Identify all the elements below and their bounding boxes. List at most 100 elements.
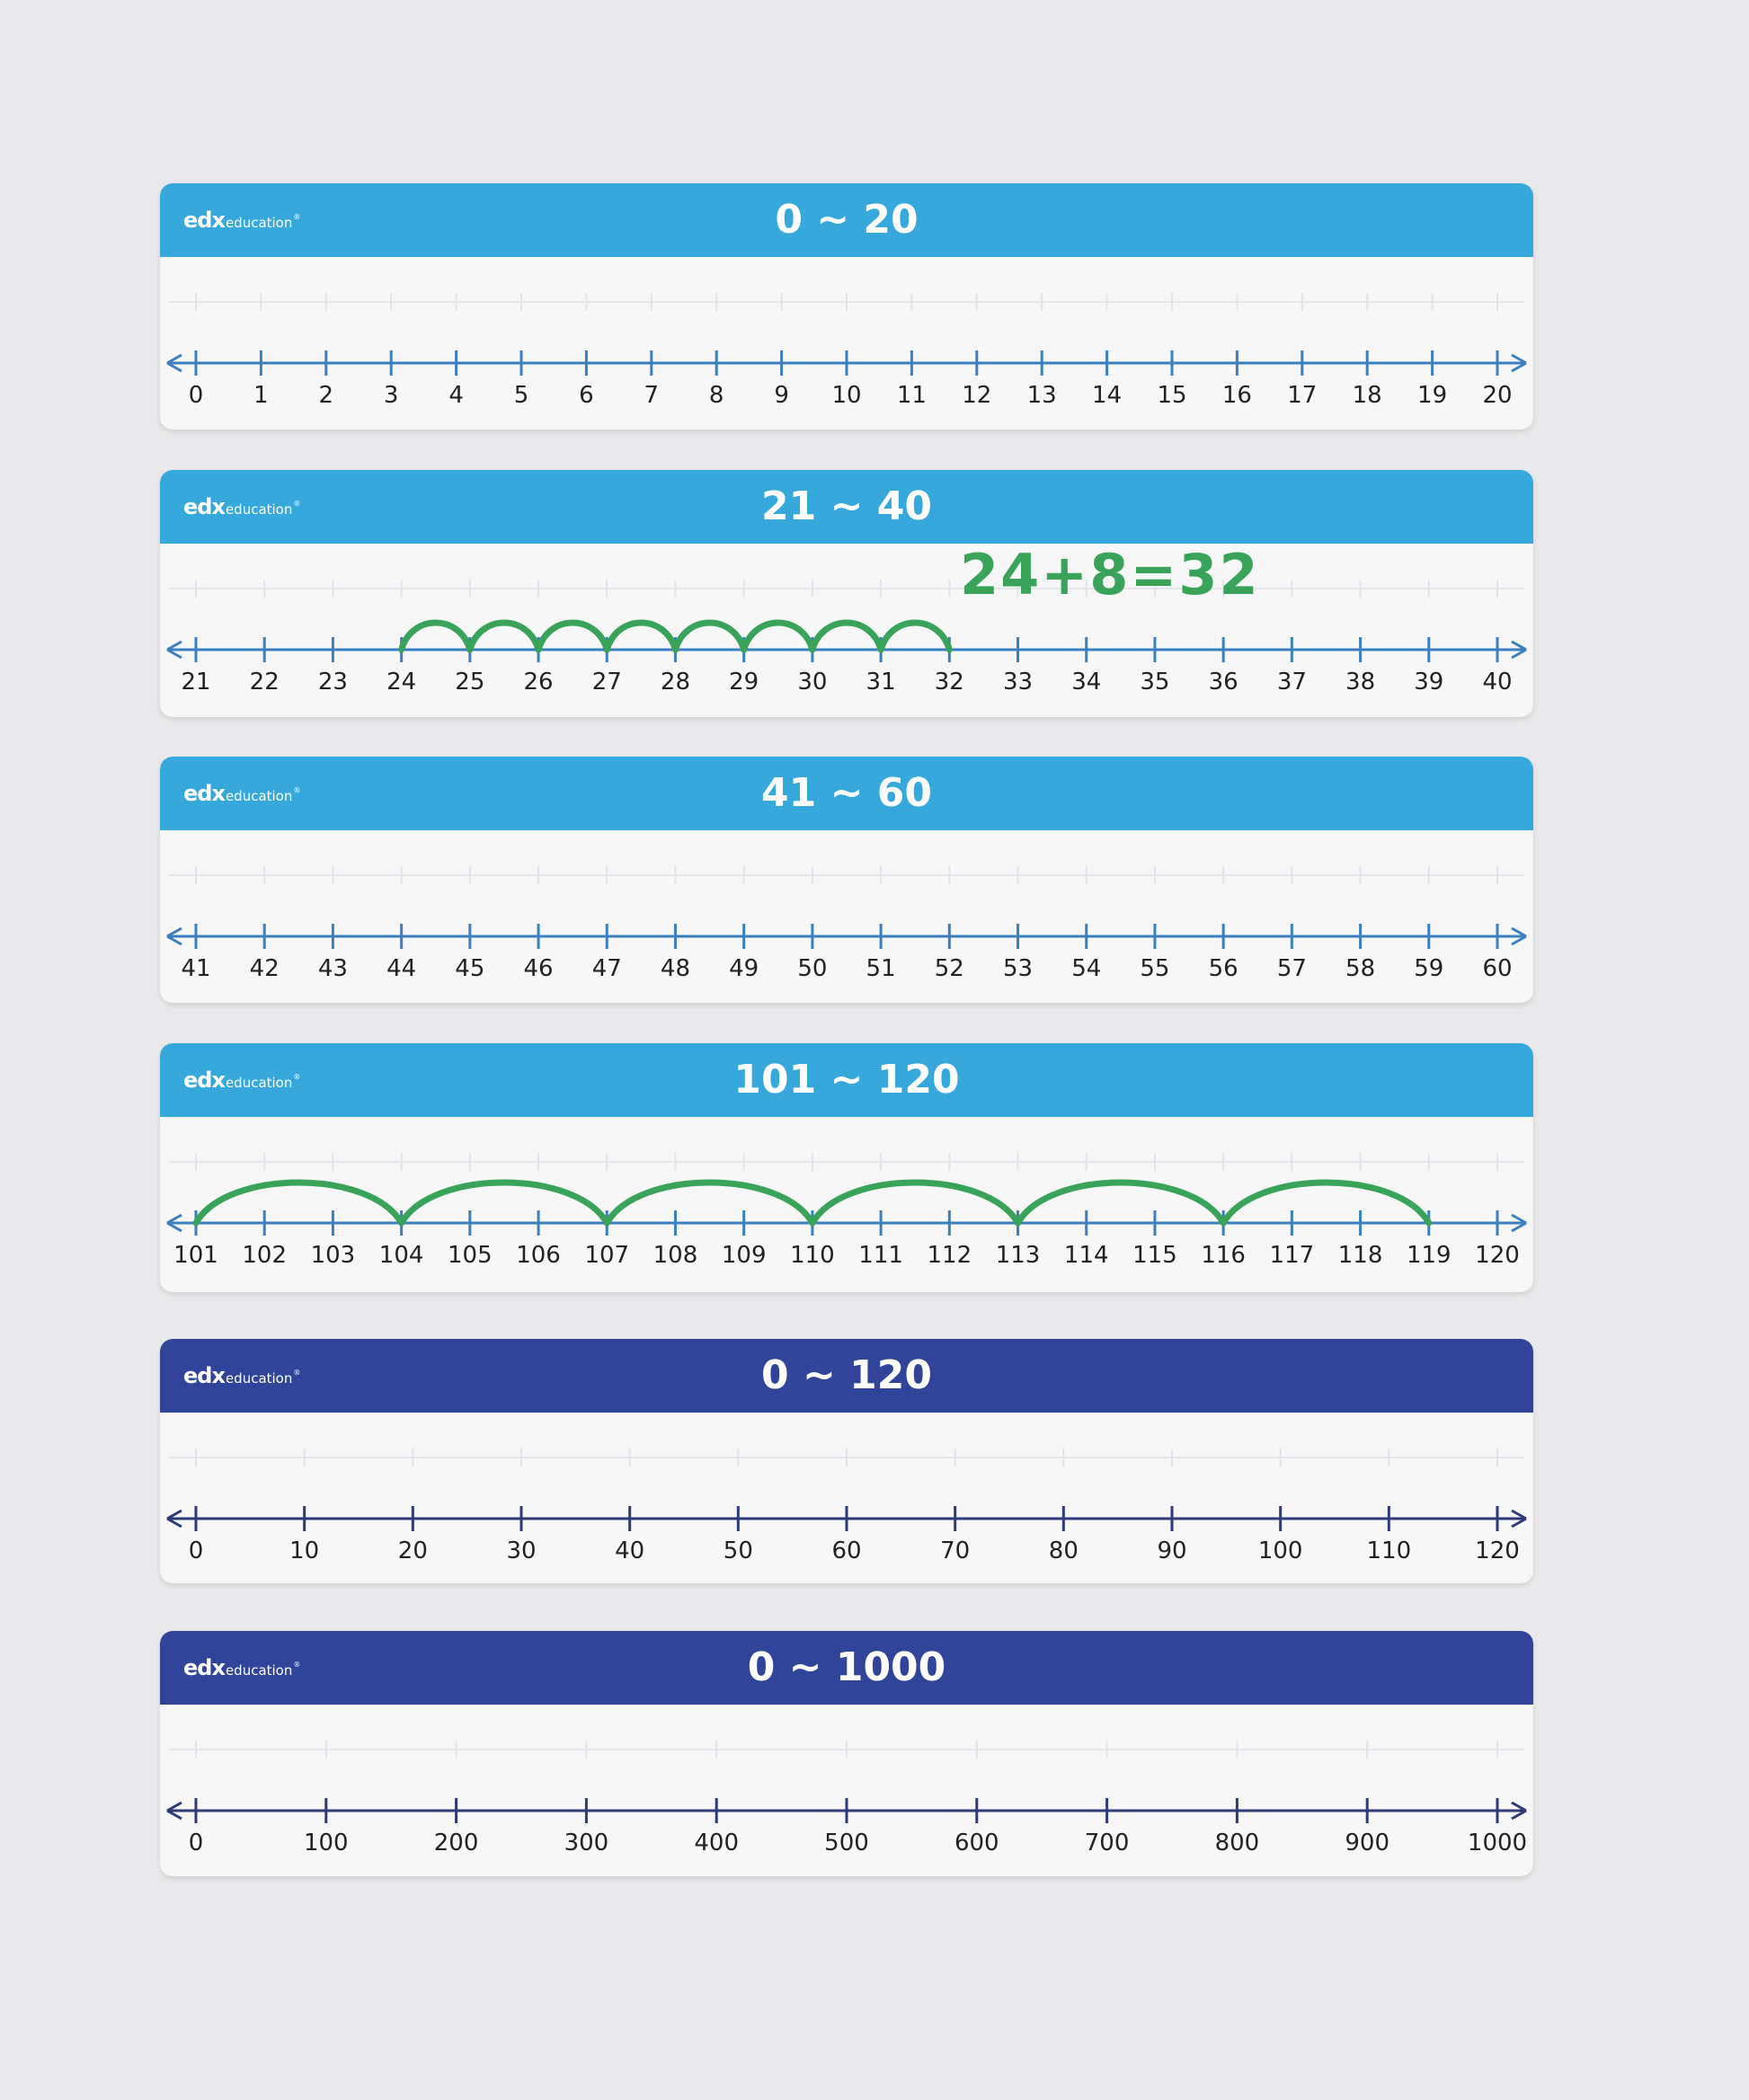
tick-label: 5 <box>514 382 529 409</box>
tick-label: 54 <box>1071 955 1101 982</box>
tick-label: 114 <box>1064 1242 1109 1269</box>
tick-label: 58 <box>1345 955 1375 982</box>
tick-label: 55 <box>1140 955 1169 982</box>
tick-label: 4 <box>448 382 464 409</box>
tick-label: 113 <box>996 1242 1041 1269</box>
tick-label: 59 <box>1414 955 1443 982</box>
brand-logo: edx education ® <box>183 1631 300 1705</box>
left-arrow-icon <box>166 640 182 660</box>
left-arrow-icon <box>166 1509 182 1528</box>
tick-label: 103 <box>311 1242 356 1269</box>
tick-label: 25 <box>455 669 484 696</box>
tick-label: 43 <box>318 955 348 982</box>
tick-label: 1 <box>253 382 269 409</box>
tick-label: 112 <box>927 1242 972 1269</box>
tick-label: 117 <box>1270 1242 1315 1269</box>
tick-label: 31 <box>866 669 896 696</box>
brand-name: edx <box>183 1655 226 1680</box>
tick-label: 21 <box>181 669 210 696</box>
brand-logo: edx education ® <box>183 1339 300 1413</box>
brand-logo: edx education ® <box>183 1043 300 1117</box>
tick-label: 45 <box>455 955 484 982</box>
tick-label: 0 <box>189 382 204 409</box>
number-line-card: edx education ® 0 ~ 120 0 10 20 30 40 50 60 70 80 90 1… <box>160 1339 1533 1583</box>
tick-label: 6 <box>579 382 594 409</box>
tick-label: 41 <box>181 955 210 982</box>
range-title: 0 ~ 120 <box>761 1352 932 1398</box>
left-arrow-icon <box>166 1801 182 1821</box>
tick-label: 8 <box>709 382 724 409</box>
brand-mark: ® <box>293 785 301 794</box>
tick-label: 2 <box>319 382 334 409</box>
brand-mark: ® <box>293 1660 301 1669</box>
tick-label: 44 <box>386 955 416 982</box>
tick-label: 35 <box>1140 669 1169 696</box>
number-line-card: edx education ® 0 ~ 20 0 1 2 3 4 5 6 7 8 9 10 11 12 13 14 1… <box>160 183 1533 430</box>
brand-mark: ® <box>293 1072 301 1081</box>
brand-name: edx <box>183 1363 226 1388</box>
tick-label: 26 <box>524 669 554 696</box>
tick-label: 111 <box>858 1242 903 1269</box>
range-title: 0 ~ 20 <box>775 197 919 243</box>
tick-label: 107 <box>584 1242 629 1269</box>
jump-arc <box>1015 1179 1227 1227</box>
jump-arc <box>1220 1179 1433 1227</box>
number-line: 21 22 23 24 25 26 27 28 29 30 31 32 33 34 35 36 37 38 39 40 <box>166 580 1527 696</box>
range-title: 41 ~ 60 <box>761 770 932 816</box>
jump-arc <box>809 1179 1022 1227</box>
jump-arc <box>809 619 884 653</box>
card-header: edx education ® 0 ~ 1000 <box>160 1631 1533 1705</box>
tick-label: 49 <box>729 955 759 982</box>
tick-label: 80 <box>1049 1537 1079 1564</box>
tick-label: 0 <box>189 1830 204 1856</box>
right-arrow-icon <box>1511 1801 1527 1821</box>
number-line-card: edx education ® 41 ~ 60 41 42 43 44 45 46 47 48 49 50… <box>160 757 1533 1003</box>
number-line-card: edx education ® 21 ~ 40 21 22 23 24 25 26 27 28 29 30… <box>160 470 1533 717</box>
right-arrow-icon <box>1511 1213 1527 1233</box>
number-line-card: edx education ® 0 ~ 1000 0 100 200 300 400 500 600… <box>160 1631 1533 1876</box>
tick-label: 109 <box>722 1242 767 1269</box>
tick-label: 36 <box>1209 669 1239 696</box>
left-arrow-icon <box>166 353 182 373</box>
brand-name: edx <box>183 781 226 806</box>
tick-label: 120 <box>1475 1242 1520 1269</box>
tick-label: 10 <box>289 1537 319 1564</box>
number-line-card: edx education ® 101 ~ 120 101 102 103 104 105 106… <box>160 1043 1533 1292</box>
brand-name: edx <box>183 494 226 519</box>
tick-label: 9 <box>774 382 789 409</box>
jump-arc <box>603 619 679 653</box>
tick-label: 7 <box>644 382 660 409</box>
tick-label: 51 <box>866 955 896 982</box>
tick-label: 17 <box>1287 382 1317 409</box>
tick-label: 24 <box>386 669 416 696</box>
tick-label: 102 <box>242 1242 287 1269</box>
tick-label: 30 <box>506 1537 536 1564</box>
brand-logo: edx education ® <box>183 183 300 257</box>
jump-arc <box>192 1179 405 1227</box>
tick-label: 27 <box>592 669 622 696</box>
tick-label: 22 <box>250 669 280 696</box>
tick-label: 120 <box>1475 1537 1520 1564</box>
tick-label: 600 <box>954 1830 999 1856</box>
card-header: edx education ® 101 ~ 120 <box>160 1043 1533 1117</box>
jump-arc <box>603 1179 816 1227</box>
tick-label: 60 <box>1482 955 1512 982</box>
tick-label: 116 <box>1201 1242 1246 1269</box>
tick-label: 56 <box>1209 955 1239 982</box>
tick-label: 60 <box>831 1537 861 1564</box>
tick-label: 900 <box>1345 1830 1389 1856</box>
tick-label: 46 <box>524 955 554 982</box>
brand-logo: edx education ® <box>183 757 300 830</box>
tick-label: 40 <box>1482 669 1512 696</box>
tick-label: 12 <box>962 382 991 409</box>
tick-label: 500 <box>824 1830 869 1856</box>
brand-sub: education <box>225 1662 293 1679</box>
tick-label: 16 <box>1222 382 1252 409</box>
tick-label: 0 <box>189 1537 204 1564</box>
tick-label: 110 <box>790 1242 835 1269</box>
tick-label: 106 <box>516 1242 561 1269</box>
jump-arc <box>466 619 542 653</box>
tick-label: 42 <box>250 955 280 982</box>
tick-label: 33 <box>1003 669 1033 696</box>
tick-label: 90 <box>1157 1537 1186 1564</box>
